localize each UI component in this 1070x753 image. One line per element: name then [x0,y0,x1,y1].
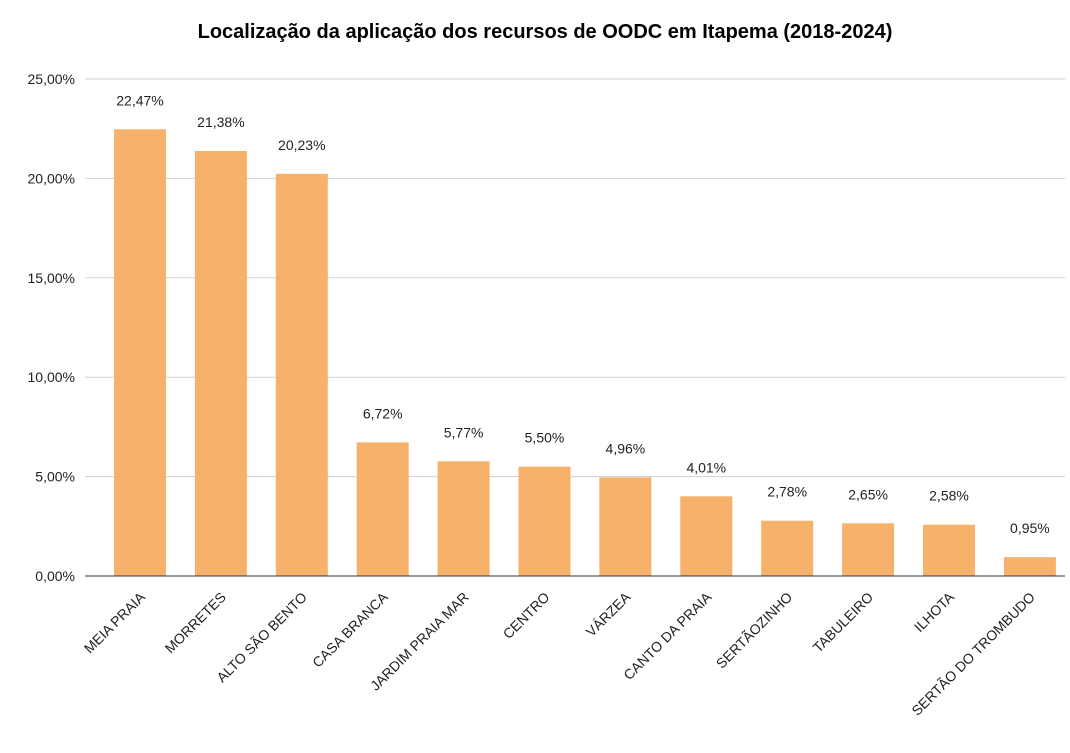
y-tick-label: 20,00% [28,170,75,186]
data-label: 22,47% [116,92,163,108]
data-label: 2,78% [767,484,807,500]
bar [275,173,328,576]
y-tick-label: 5,00% [35,469,75,485]
chart-title: Localização da aplicação dos recursos de… [198,21,893,43]
bar [761,520,814,576]
y-tick-label: 15,00% [28,270,75,286]
bar [1003,557,1056,576]
bar [356,442,409,576]
data-label: 21,38% [197,114,244,130]
data-label: 2,65% [848,486,888,502]
y-tick-label: 10,00% [28,369,75,385]
bar [923,524,975,576]
bar [518,466,571,576]
data-label: 6,72% [363,405,403,421]
data-label: 4,96% [606,440,646,456]
data-label: 5,50% [525,430,565,446]
data-label: 20,23% [278,137,325,153]
bar [437,461,490,576]
bar [194,150,247,576]
y-tick-label: 0,00% [35,568,75,584]
bar [599,477,652,576]
bar [114,129,166,577]
bar [842,523,895,576]
data-label: 0,95% [1010,520,1050,536]
data-label: 5,77% [444,424,484,440]
bar [680,496,733,576]
data-label: 4,01% [686,459,726,475]
y-tick-label: 25,00% [28,71,75,87]
data-label: 2,58% [929,488,969,504]
